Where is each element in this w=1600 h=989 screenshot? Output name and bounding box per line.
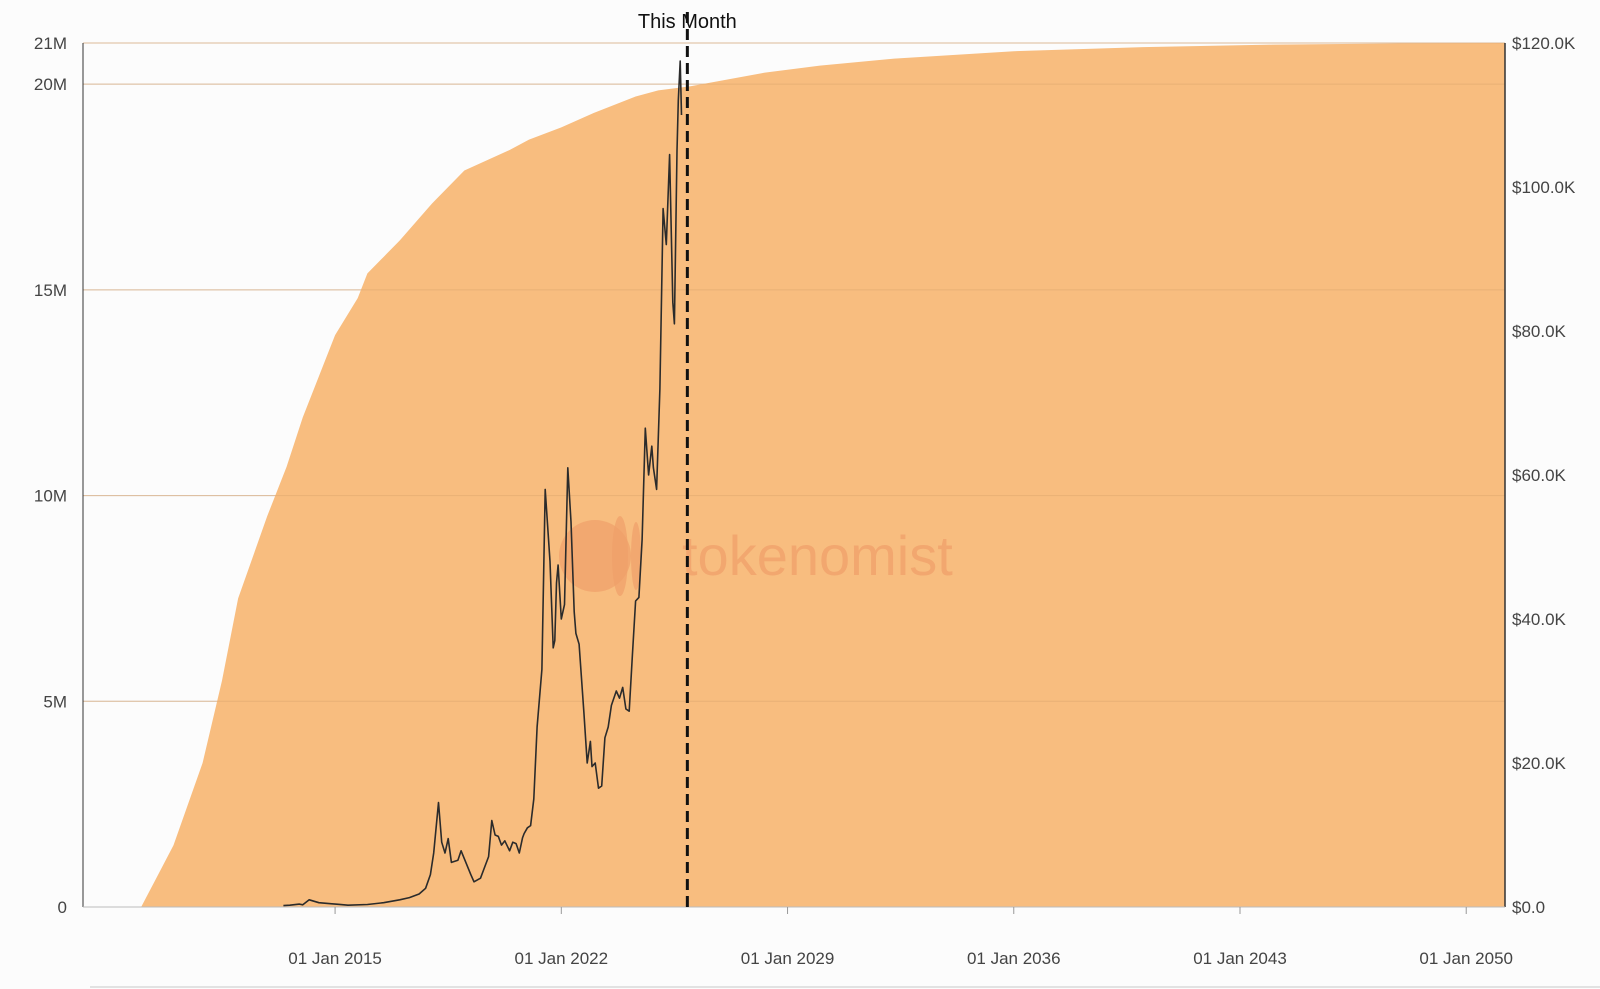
- y-left-tick-label: 10M: [34, 487, 67, 506]
- watermark-text: tokenomist: [682, 524, 953, 587]
- axes: 0 5M 10M 15M 20M 21M $0.0 $20.0K $40.0K $60.0K $80…: [34, 34, 1600, 988]
- y-right-tick-label: $60.0K: [1512, 466, 1567, 485]
- x-tick-label: 01 Jan 2022: [515, 949, 609, 968]
- x-tick-label: 01 Jan 2043: [1193, 949, 1287, 968]
- price-line: [283, 60, 683, 907]
- y-right-tick-label: $20.0K: [1512, 754, 1567, 773]
- price-line-layer: [283, 60, 683, 907]
- this-month-marker: This Month: [638, 11, 737, 907]
- y-right-tick-label: $120.0K: [1512, 34, 1576, 53]
- y-left-tick-label: 15M: [34, 281, 67, 300]
- x-tick-label: 01 Jan 2036: [967, 949, 1061, 968]
- y-right-tick-label: $0.0: [1512, 898, 1545, 917]
- x-tick-label: 01 Jan 2050: [1419, 949, 1513, 968]
- y-right-tick-label: $40.0K: [1512, 610, 1567, 629]
- y-right-tick-label: $100.0K: [1512, 178, 1576, 197]
- watermark-logo-icon: [559, 516, 641, 596]
- supply-area-layer: [83, 42, 1505, 907]
- marker-label: This Month: [638, 11, 737, 33]
- y-left-tick-label: 0: [58, 898, 67, 917]
- y-left-tick-label: 5M: [43, 692, 67, 711]
- y-right-tick-label: $80.0K: [1512, 322, 1567, 341]
- watermark: tokenomist: [559, 516, 953, 596]
- x-tick-label: 01 Jan 2029: [741, 949, 835, 968]
- x-tick-label: 01 Jan 2015: [288, 949, 382, 968]
- y-left-tick-label: 21M: [34, 34, 67, 53]
- supply-area: [141, 43, 1505, 907]
- y-left-tick-label: 20M: [34, 75, 67, 94]
